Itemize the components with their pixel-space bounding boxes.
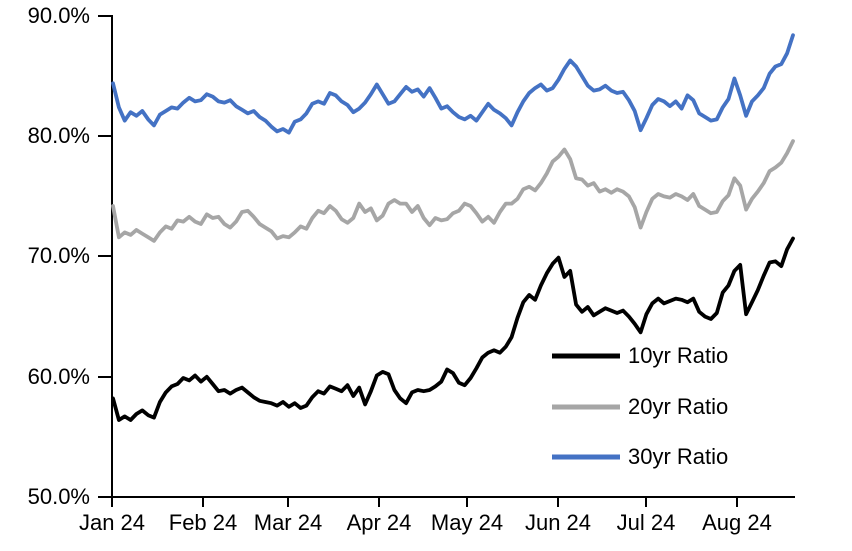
axis-ticks xyxy=(98,15,738,507)
x-tick-label-jun: Jun 24 xyxy=(524,510,592,535)
series-line-30yr xyxy=(111,33,795,135)
x-tick-label-feb: Feb 24 xyxy=(168,510,238,535)
x-tick-label-jul: Jul 24 xyxy=(616,510,676,535)
y-tick-label-90: 90.0% xyxy=(27,3,90,28)
legend-label-10yr: 10yr Ratio xyxy=(628,343,729,368)
series-line-20yr xyxy=(111,139,795,243)
x-tick-label-apr: Apr 24 xyxy=(346,510,412,535)
y-tick-label-60: 60.0% xyxy=(27,364,90,389)
legend-label-20yr: 20yr Ratio xyxy=(628,394,729,419)
y-tick-label-80: 80.0% xyxy=(27,123,90,148)
x-tick-label-aug: Aug 24 xyxy=(702,510,772,535)
x-tick-label-jan: Jan 24 xyxy=(78,510,146,535)
x-tick-label-mar: Mar 24 xyxy=(253,510,323,535)
series-line-10yr xyxy=(111,236,795,422)
y-tick-label-70: 70.0% xyxy=(27,243,90,268)
x-tick-label-may: May 24 xyxy=(430,510,504,535)
y-tick-label-50: 50.0% xyxy=(27,484,90,509)
legend-label-30yr: 30yr Ratio xyxy=(628,444,729,469)
series-lines xyxy=(111,33,795,422)
